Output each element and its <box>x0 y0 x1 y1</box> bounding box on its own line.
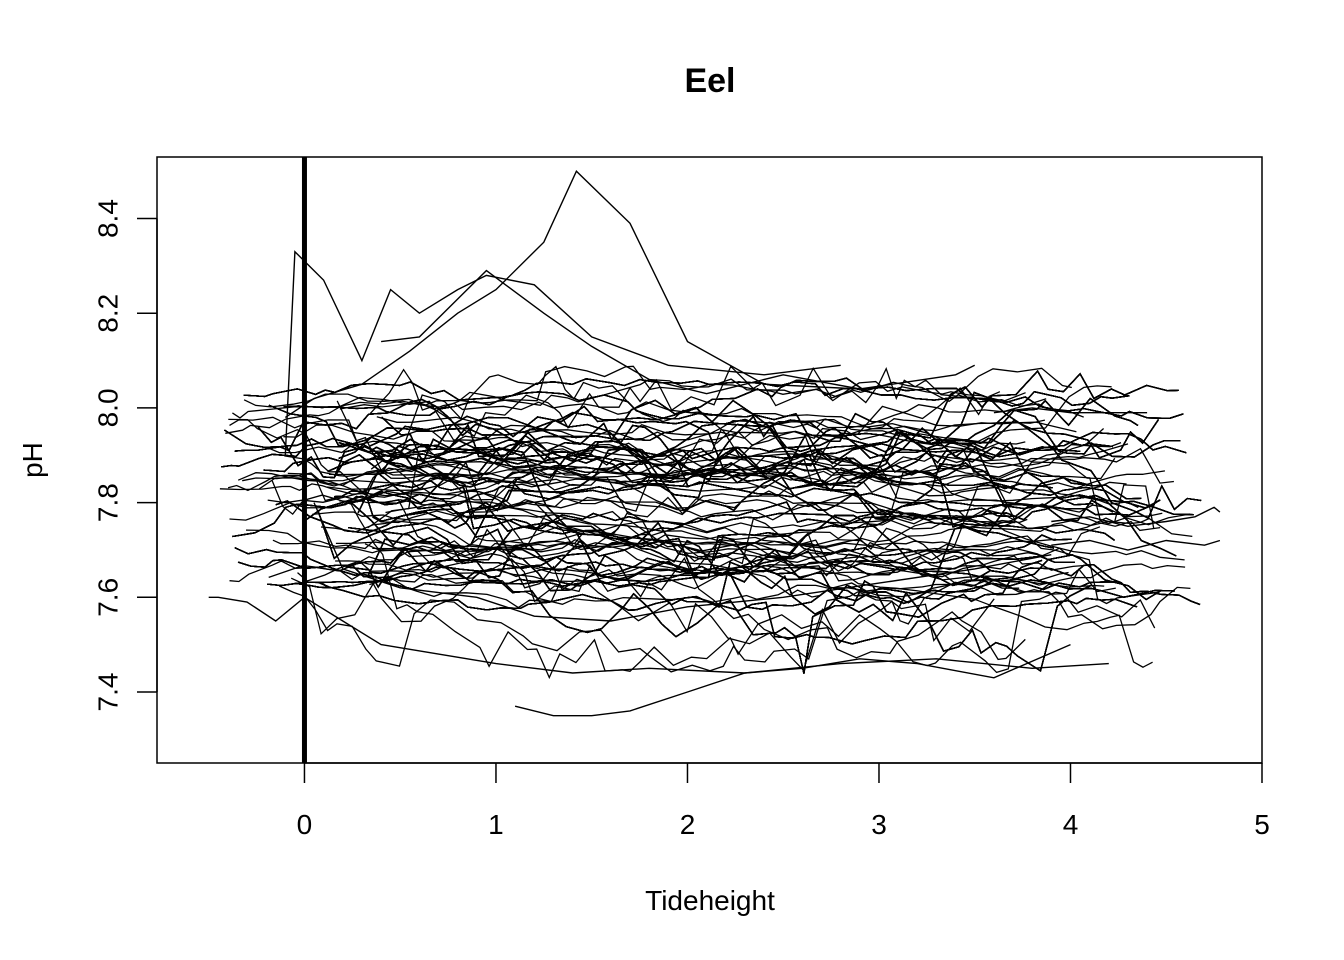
ph-trace-outlier <box>381 269 976 395</box>
x-tick-label: 1 <box>488 809 504 840</box>
ph-trace <box>372 418 1081 461</box>
y-tick-label: 7.6 <box>92 578 123 617</box>
plot-lines <box>208 170 1221 717</box>
ph-trace-outlier <box>284 170 860 418</box>
ph-trace <box>348 500 990 587</box>
ph-trace <box>234 377 1130 452</box>
ph-trace <box>225 396 1047 441</box>
ph-trace <box>335 524 1091 578</box>
ph-trace <box>370 416 1115 541</box>
ph-trace <box>338 441 1053 490</box>
ph-trace <box>228 365 1001 496</box>
chart-title: Eel <box>684 62 735 100</box>
ph-trace <box>363 397 1139 524</box>
y-tick-label: 7.8 <box>92 483 123 522</box>
ph-trace <box>367 507 1055 577</box>
ph-trace <box>369 365 1072 438</box>
ph-trace-outlier <box>284 250 841 456</box>
ph-trace <box>334 415 1181 487</box>
ph-trace <box>376 453 1161 517</box>
ph-trace <box>278 568 1116 673</box>
x-axis: 0 1 2 3 4 5 <box>297 762 1270 840</box>
ph-trace <box>284 453 1127 504</box>
ph-trace-outlier <box>514 643 1071 717</box>
ph-trace <box>271 480 1156 680</box>
ph-trace <box>290 557 1026 661</box>
ph-trace <box>372 538 1056 560</box>
ph-trace <box>272 508 1016 566</box>
x-tick-label: 5 <box>1254 809 1270 840</box>
ph-trace <box>357 447 1091 672</box>
ph-trace <box>369 526 1101 609</box>
ph-trace <box>263 447 1194 516</box>
ph-trace <box>386 499 995 672</box>
ph-trace <box>232 464 1104 538</box>
ph-trace <box>267 532 1075 587</box>
ph-trace <box>375 573 1105 605</box>
ph-trace <box>334 480 1161 559</box>
ph-trace-outlier <box>313 502 1052 622</box>
x-axis-label: Tideheight <box>645 885 775 916</box>
ph-trace-outlier <box>1051 539 1221 551</box>
y-tick-label: 8.0 <box>92 388 123 427</box>
y-axis-label: pH <box>17 442 48 478</box>
ph-trace <box>317 419 1160 560</box>
ph-trace <box>234 547 1175 605</box>
x-tick-label: 4 <box>1063 809 1079 840</box>
ph-trace <box>257 391 1202 520</box>
ph-trace <box>294 558 1043 610</box>
ph-trace <box>318 581 1138 645</box>
ph-trace <box>385 502 1193 548</box>
ph-trace-outlier <box>993 407 1148 414</box>
ph-trace <box>224 398 1142 520</box>
y-tick-label: 8.2 <box>92 294 123 333</box>
y-tick-label: 8.4 <box>92 199 123 238</box>
ph-trace <box>372 510 1028 562</box>
ph-trace <box>320 484 1155 551</box>
x-tick-label: 2 <box>680 809 696 840</box>
ph-trace <box>327 408 1113 473</box>
x-tick-label: 3 <box>871 809 887 840</box>
ph-trace <box>364 537 1047 565</box>
x-tick-label: 0 <box>297 809 313 840</box>
ph-trace <box>327 476 1185 561</box>
y-tick-label: 7.4 <box>92 673 123 712</box>
ph-trace-outlier <box>1051 506 1221 528</box>
ph-trace <box>343 520 1072 583</box>
y-axis: 7.4 7.6 7.8 8.0 8.2 8.4 <box>92 199 158 712</box>
ph-trace <box>221 419 1022 468</box>
ph-trace <box>243 378 1184 419</box>
ph-trace <box>339 401 1046 432</box>
